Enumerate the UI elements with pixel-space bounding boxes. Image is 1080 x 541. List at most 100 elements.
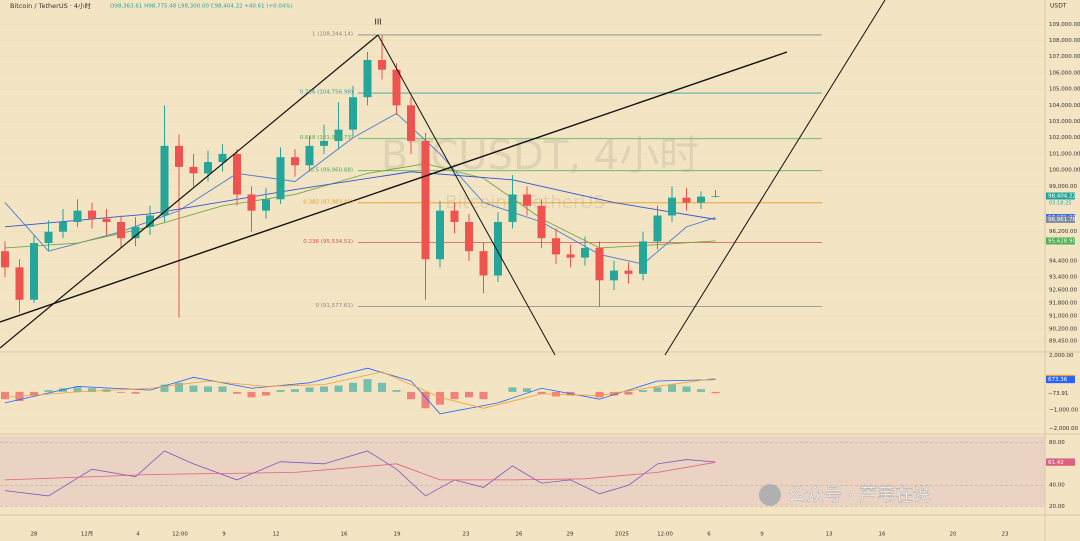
candle-body xyxy=(88,210,96,219)
candle-body xyxy=(378,59,386,70)
macd-bar xyxy=(320,386,328,392)
price-tag xyxy=(1046,376,1075,384)
candle-body xyxy=(697,196,705,203)
macd-bar xyxy=(610,391,618,396)
candle-body xyxy=(117,221,125,239)
macd-bar xyxy=(175,382,183,392)
candle-body xyxy=(30,243,38,300)
y-tick-label: −1,000.00 xyxy=(1049,408,1079,414)
macd-bar xyxy=(1,391,9,400)
price-tag xyxy=(1046,215,1075,223)
fib-label: 1 (108,344.14) xyxy=(312,31,353,37)
candle-body xyxy=(610,270,618,281)
macd-bar xyxy=(465,391,473,398)
y-tick-label: 100,000.00 xyxy=(1049,168,1080,174)
currency: USDT xyxy=(1050,3,1067,10)
x-tick-label: 28 xyxy=(31,532,38,538)
macd-bar xyxy=(595,391,604,398)
macd-bar xyxy=(349,382,357,392)
rsi-ma-line xyxy=(4,461,716,481)
candle-body xyxy=(175,145,183,167)
macd-bar xyxy=(421,391,430,409)
price-tag-label: 61.42 xyxy=(1048,460,1064,466)
trend-line xyxy=(0,34,379,349)
x-tick-label: 23 xyxy=(1002,532,1009,538)
price-tag xyxy=(1046,237,1075,245)
macd-bar xyxy=(624,391,633,395)
y-tick-label: 89,450.00 xyxy=(1049,339,1077,345)
macd-bar xyxy=(537,391,546,394)
y-tick-label: 80.00 xyxy=(1049,440,1065,446)
macd-line xyxy=(4,367,716,415)
footer-text: 公众号 · 芦苇在说 xyxy=(788,485,931,506)
y-tick-label: 104,000.00 xyxy=(1049,103,1080,109)
price-tag-label: 95,628.90 xyxy=(1048,238,1076,244)
candle-body xyxy=(291,157,299,166)
candle-body xyxy=(624,270,633,274)
candle-body xyxy=(349,97,357,130)
candle-body xyxy=(276,157,285,200)
x-tick-label: 4 xyxy=(136,532,140,538)
x-tick-label: 26 xyxy=(516,532,523,538)
fib-label: 0.5 (99,960.88) xyxy=(310,167,353,173)
y-tick-label: 94,400.00 xyxy=(1049,258,1077,264)
fib-label: 0.618 (101,938.73) xyxy=(300,135,353,141)
x-tick-label: 6 xyxy=(707,532,711,538)
macd-bar xyxy=(218,386,227,392)
macd-bar xyxy=(233,391,241,394)
candle-body xyxy=(218,153,227,163)
macd-bar xyxy=(276,390,285,392)
macd-bar xyxy=(407,391,415,400)
price-tag-label: −73.91 xyxy=(1048,391,1068,397)
moving-average xyxy=(4,171,716,228)
y-tick-label: −2,000.00 xyxy=(1049,426,1079,432)
y-tick-label: 106,000.00 xyxy=(1049,70,1080,76)
macd-bar xyxy=(291,389,299,392)
x-tick-label: 12:00 xyxy=(657,532,673,538)
y-tick-label: 102,000.00 xyxy=(1049,135,1080,141)
candle-body xyxy=(320,140,328,146)
trend-line xyxy=(0,51,788,323)
macd-bar xyxy=(450,391,459,400)
macd-bar xyxy=(204,386,212,392)
y-tick-label: 109,000.00 xyxy=(1049,22,1080,28)
symbol: Bitcoin / TetherUS · 4小时 xyxy=(10,1,92,10)
fib-label: 0.236 (95,534.51) xyxy=(303,239,353,245)
candle-body xyxy=(552,238,560,255)
macd-bar xyxy=(117,391,125,393)
candle-body xyxy=(465,221,473,252)
x-tick-label: 12 xyxy=(273,532,280,538)
macd-bar xyxy=(88,388,96,392)
x-tick-label: 19 xyxy=(394,532,401,538)
candle-body xyxy=(15,267,24,300)
signal-line xyxy=(4,371,716,409)
macd-bar xyxy=(711,391,720,394)
header-bg xyxy=(0,0,265,11)
candle-body xyxy=(407,105,415,141)
candle-body xyxy=(131,226,140,239)
x-tick-label: 9 xyxy=(760,532,764,538)
macd-bar xyxy=(73,387,82,392)
macd-bar xyxy=(189,385,198,392)
trend-line xyxy=(664,0,886,356)
candle-body xyxy=(204,162,212,174)
x-tick-label: 12月 xyxy=(81,531,94,538)
macd-bar xyxy=(668,384,676,392)
y-tick-label: 93,400.00 xyxy=(1049,275,1077,281)
y-tick-label: 91,800.00 xyxy=(1049,301,1077,307)
x-tick-label: 2025 xyxy=(615,532,629,538)
macd-bar xyxy=(508,387,517,392)
x-tick-label: 20 xyxy=(950,532,957,538)
candle-body xyxy=(436,210,444,260)
wechat-icon xyxy=(759,484,781,506)
candle-body xyxy=(581,247,589,258)
candle-body xyxy=(566,254,575,258)
candle-body xyxy=(189,166,198,174)
macd-bar xyxy=(436,391,444,405)
macd-bar xyxy=(30,391,38,396)
wave-label: III xyxy=(374,18,381,27)
candle-body xyxy=(668,197,676,216)
price-tag-label: 98,404.22 xyxy=(1048,193,1076,199)
candle-body xyxy=(653,215,662,242)
macd-bar xyxy=(363,379,372,392)
